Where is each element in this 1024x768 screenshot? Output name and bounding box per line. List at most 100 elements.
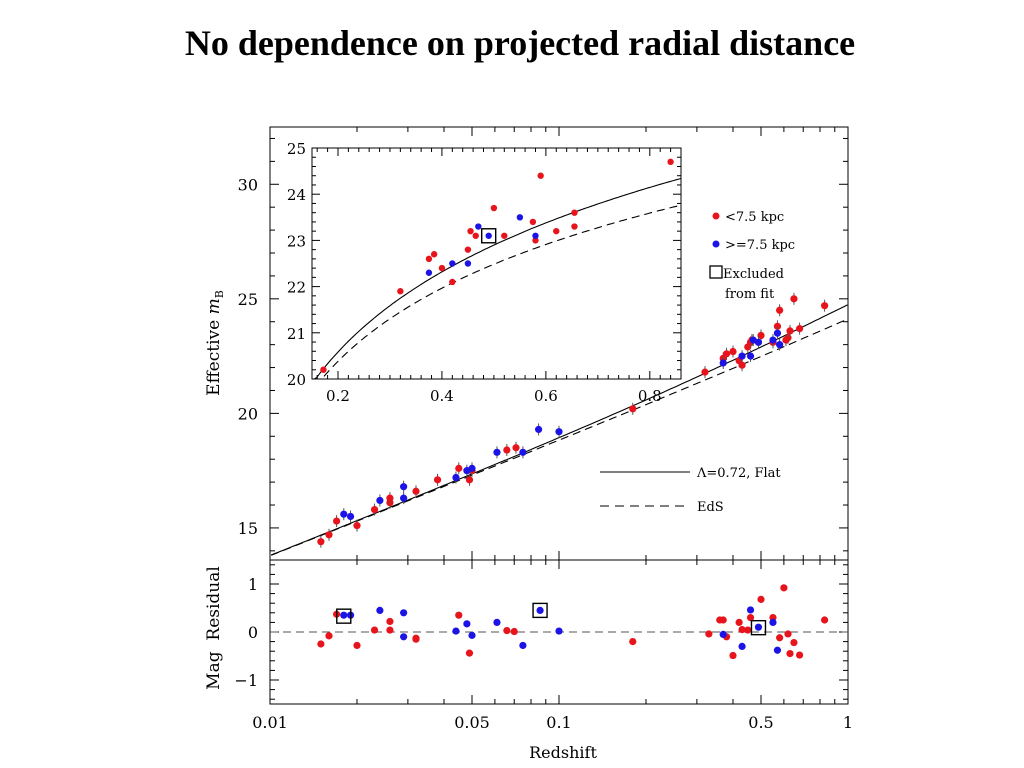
inset-ticks: 20 21 22 23 24 25 0.2 0.4 0.6 0.8 (287, 140, 681, 405)
res-point-inner (746, 614, 755, 622)
res-point-inner (757, 595, 765, 603)
res-point-inner (465, 649, 474, 657)
point-inner (386, 494, 394, 502)
inset-point-inner (438, 264, 446, 272)
res-point-inner (705, 630, 713, 638)
inset-y-tick-label: 23 (287, 232, 306, 250)
inset-y-tick-label: 20 (287, 371, 306, 389)
point-inner (773, 322, 782, 330)
res-point-inner (370, 626, 379, 634)
res-point-inner (325, 632, 333, 640)
inset-point-inner (472, 232, 479, 239)
point-outer (746, 352, 755, 360)
inset-point-inner (667, 158, 674, 166)
main-y-tick-label: 30 (238, 175, 258, 194)
point-inner (332, 517, 341, 525)
res-point-inner (317, 640, 325, 648)
point-outer (738, 352, 746, 360)
point-outer (719, 359, 727, 367)
residual-ticks: 1 0 −1 (234, 560, 848, 704)
res-excluded-marker (336, 608, 352, 624)
x-tick-label: 0.05 (454, 713, 490, 732)
legend-label-excluded: Excluded (723, 267, 784, 282)
point-outer (376, 496, 384, 505)
inset-point-inner (571, 209, 578, 216)
main-y-tick-label: 25 (238, 290, 258, 309)
main-data-points (317, 292, 829, 548)
x-tick-label: 0.5 (748, 713, 773, 732)
res-point-outer (493, 618, 501, 627)
inset-point-outer (425, 269, 433, 276)
inset-data-points (320, 158, 674, 373)
y-axis-label-text: Effective (204, 314, 224, 395)
point-outer (769, 336, 777, 344)
inset-point-inner (449, 278, 456, 286)
res-point-outer (738, 642, 746, 651)
point-outer (555, 428, 563, 436)
inset-x-tick-label: 0.6 (534, 387, 558, 405)
inset-point-inner (320, 366, 327, 373)
res-y-tick-label: 0 (248, 623, 258, 642)
legend-label-inner: <7.5 kpc (725, 210, 784, 225)
legend-marker-excluded (709, 265, 723, 279)
main-y-tick-label: 20 (238, 404, 258, 423)
inset-point-outer (449, 260, 456, 267)
inset-point-inner (532, 237, 539, 244)
inset-point-inner (430, 251, 438, 258)
inset-point-outer (464, 260, 472, 267)
res-point-inner (386, 617, 394, 626)
res-point-inner (503, 626, 511, 635)
point-inner (729, 347, 737, 356)
y-axis-label-subscript: B (213, 290, 226, 298)
point-inner (629, 405, 637, 413)
point-outer (452, 473, 460, 482)
res-point-inner (790, 638, 798, 647)
point-outer (400, 494, 408, 502)
inset-x-tick-label: 0.8 (638, 387, 662, 405)
point-inner (782, 336, 790, 344)
inset-x-tick-label: 0.2 (326, 387, 350, 405)
inset-y-tick-label: 21 (287, 325, 306, 343)
res-point-inner (784, 630, 792, 638)
point-inner (790, 295, 798, 303)
point-inner (317, 538, 325, 546)
res-point-inner (795, 651, 804, 659)
point-outer (776, 341, 784, 349)
res-point-outer (719, 630, 727, 639)
res-point-outer (452, 627, 460, 635)
res-point-inner (821, 616, 829, 624)
res-point-inner (744, 626, 752, 634)
point-inner (776, 306, 784, 314)
inset-flat-model-curve (312, 177, 682, 380)
legend-label-excluded-2: from fit (725, 287, 775, 302)
residual-y-axis-label: Mag Residual (204, 566, 224, 690)
point-outer (535, 425, 543, 434)
res-point-outer (463, 620, 471, 628)
res-point-outer (754, 623, 763, 631)
res-point-inner (786, 650, 794, 658)
point-outer (400, 483, 408, 491)
res-point-inner (776, 634, 784, 642)
inset-point-inner (529, 218, 537, 226)
inset-point-inner (490, 204, 498, 212)
legend-marker-inner (712, 212, 720, 220)
inset-model-curves (312, 177, 682, 380)
point-outer (346, 512, 355, 521)
res-point-outer (376, 606, 384, 615)
res-point-inner (735, 618, 743, 627)
point-outer (493, 448, 501, 456)
inset-eds-model-curve (312, 204, 682, 380)
point-inner (455, 464, 463, 472)
inset-point-outer (475, 223, 482, 230)
inset-x-tick-label: 0.4 (430, 387, 454, 405)
legend-marker-outer (712, 240, 720, 248)
res-point-inner (412, 635, 420, 643)
inset-point-outer (532, 232, 539, 239)
res-point-outer (400, 609, 408, 617)
point-outer (519, 448, 527, 456)
model-legend: Λ=0.72, Flat EdS (600, 466, 781, 515)
main-ticks: 15 20 25 30 0.01 0.05 0.1 0.5 1 (238, 127, 853, 732)
model-legend-flat-label: Λ=0.72, Flat (696, 466, 781, 481)
inset-point-inner (571, 223, 578, 230)
y-axis-label-italic: m (204, 298, 224, 314)
